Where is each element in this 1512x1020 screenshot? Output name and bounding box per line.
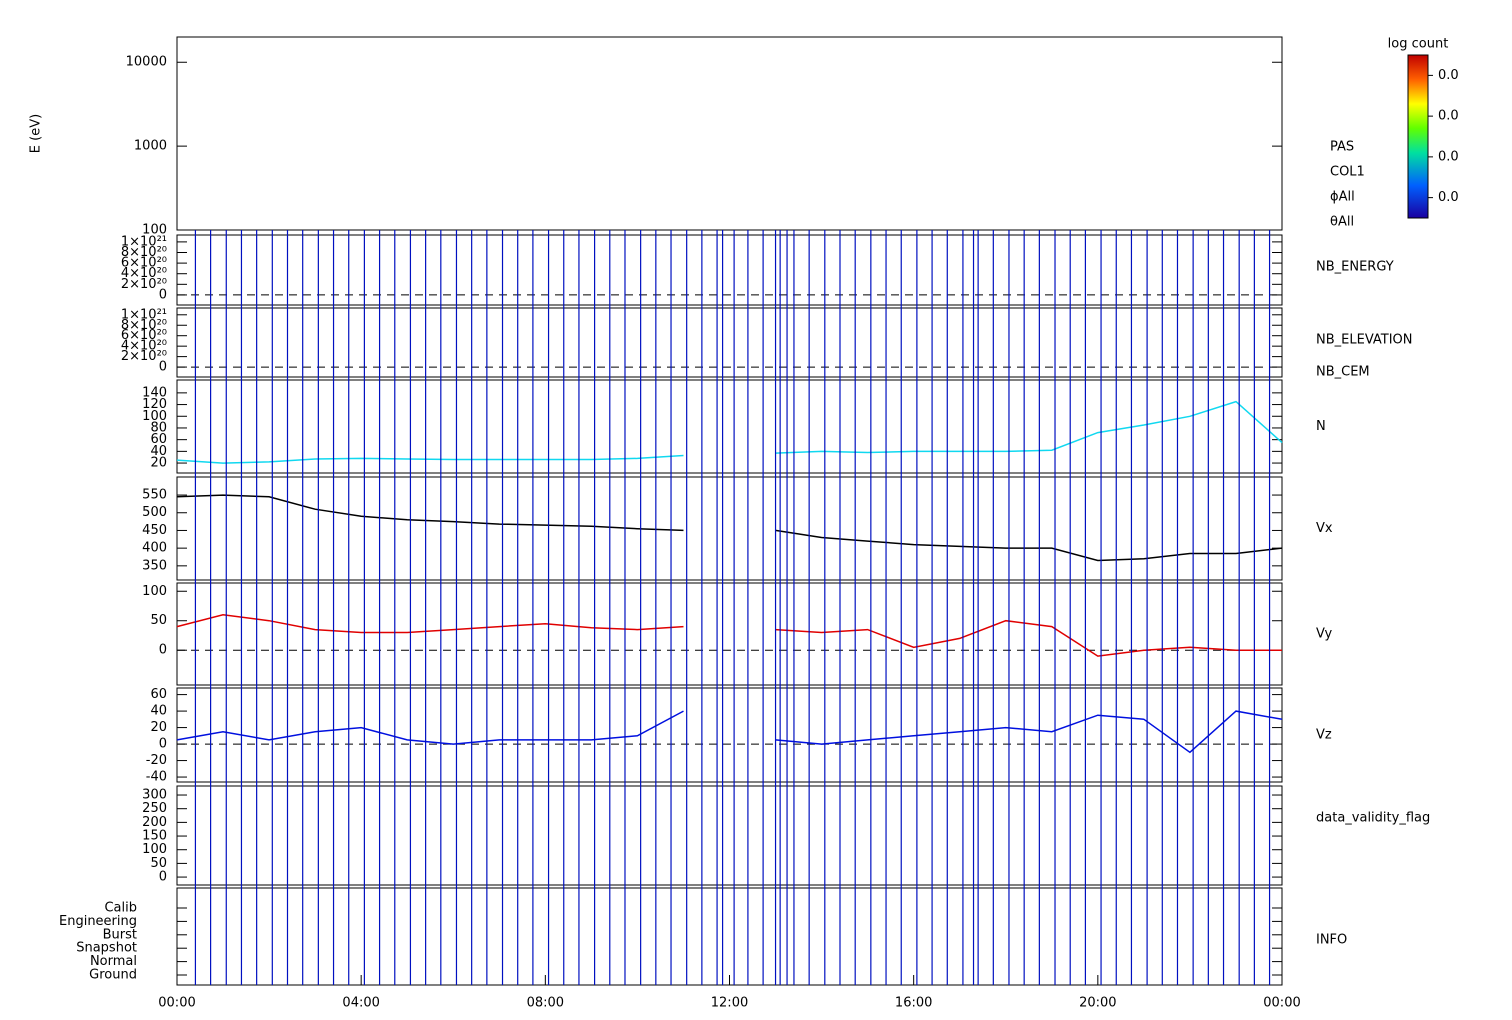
y-tick-label: 100 [142,223,167,238]
panel-label: NB_ELEVATION [1316,333,1413,348]
y-tick-label: 4×10²⁰ [121,339,167,354]
y-tick-label: Burst [103,927,137,942]
y-tick-label: 8×10²⁰ [121,245,167,260]
y-tick-label: 0 [159,287,167,302]
panel-label: θAll [1330,215,1354,230]
y-tick-label: 500 [142,505,167,520]
y-tick-label: 6×10²⁰ [121,328,167,343]
panel-frame [176,234,1283,306]
y-tick-label: 8×10²⁰ [121,318,167,333]
y-tick-label: 1000 [134,139,167,154]
y-tick-label: 2×10²⁰ [121,349,167,364]
panel-label: NB_ENERGY [1316,260,1394,275]
y-tick-label: 100 [142,409,167,424]
x-tick-label: 16:00 [895,996,932,1011]
series-label: Vz [1316,728,1332,743]
y-tick-label: -20 [146,753,167,768]
y-tick-label: 0 [159,737,167,752]
y-tick-label: 0 [159,360,167,375]
panel-frame [176,379,1283,474]
y-tick-label: Calib [104,901,137,916]
y-tick-label: 6×10²⁰ [121,256,167,271]
series-label: Vx [1316,521,1333,536]
y-tick-label: 100 [142,842,167,857]
panel-label: data_validity_flag [1316,811,1430,826]
panel-label: ϕAll [1330,190,1355,205]
colorbar-label: 0.0 [1438,109,1459,124]
y-tick-label: 1×10²¹ [121,307,167,322]
y-tick-label: Engineering [59,914,137,929]
y-tick-label: 100 [142,584,167,599]
y-tick-label: 350 [142,558,167,573]
y-tick-label: 20 [150,720,167,735]
panel-label: INFO [1316,933,1347,948]
y-tick-label: 200 [142,815,167,830]
y-tick-label: 250 [142,801,167,816]
series-label: N [1316,419,1326,434]
y-tick-label: 1×10²¹ [121,234,167,249]
y-tick-label: 150 [142,829,167,844]
y-tick-label: 40 [150,704,167,719]
y-tick-label: 50 [150,856,167,871]
y-tick-label: 450 [142,523,167,538]
panel-frame [176,582,1283,686]
colorbar-label: 0.0 [1438,149,1459,164]
y-tick-label: 140 [142,385,167,400]
y-tick-label: 120 [142,397,167,412]
colorbar-label: 0.0 [1438,190,1459,205]
panel-label: COL1 [1330,165,1365,180]
panel-frame [176,36,1283,231]
y-tick-label: 0 [159,643,167,658]
y-tick-label: 20 [150,456,167,471]
y-tick-label: 60 [150,687,167,702]
x-tick-label: 04:00 [342,996,379,1011]
y-axis-label: E (eV) [29,114,44,153]
x-tick-label: 12:00 [711,996,748,1011]
y-tick-label: 60 [150,432,167,447]
x-tick-label: 00:00 [158,996,195,1011]
y-tick-label: 2×10²⁰ [121,277,167,292]
y-tick-label: 0 [159,870,167,885]
panel-label: NB_CEM [1316,365,1370,380]
y-tick-label: -40 [146,770,167,785]
x-tick-label: 00:00 [1263,996,1300,1011]
series-line [176,494,1283,562]
x-tick-label: 20:00 [1079,996,1116,1011]
series-line [176,614,1282,657]
panel-frame [176,785,1283,886]
panel-frame [176,687,1283,783]
panel-label: PAS [1330,140,1354,155]
y-tick-label: Ground [89,968,137,983]
y-tick-label: 4×10²⁰ [121,266,167,281]
colorbar [1407,54,1429,219]
x-tick-label: 08:00 [527,996,564,1011]
y-tick-label: 80 [150,420,167,435]
y-tick-label: 50 [150,613,167,628]
y-tick-label: 300 [142,788,167,803]
panel-frame [176,476,1283,581]
y-tick-label: 400 [142,541,167,556]
colorbar-title: log count [1388,37,1449,52]
y-tick-label: 40 [150,444,167,459]
y-tick-label: 10000 [126,55,167,70]
y-tick-label: Snapshot [76,941,137,956]
series-line [176,400,1283,464]
series-line [176,710,1283,754]
y-tick-label: 550 [142,488,167,503]
y-tick-label: Normal [90,954,137,969]
series-label: Vy [1316,627,1333,642]
panel-frame [176,307,1283,378]
colorbar-label: 0.0 [1438,68,1459,83]
